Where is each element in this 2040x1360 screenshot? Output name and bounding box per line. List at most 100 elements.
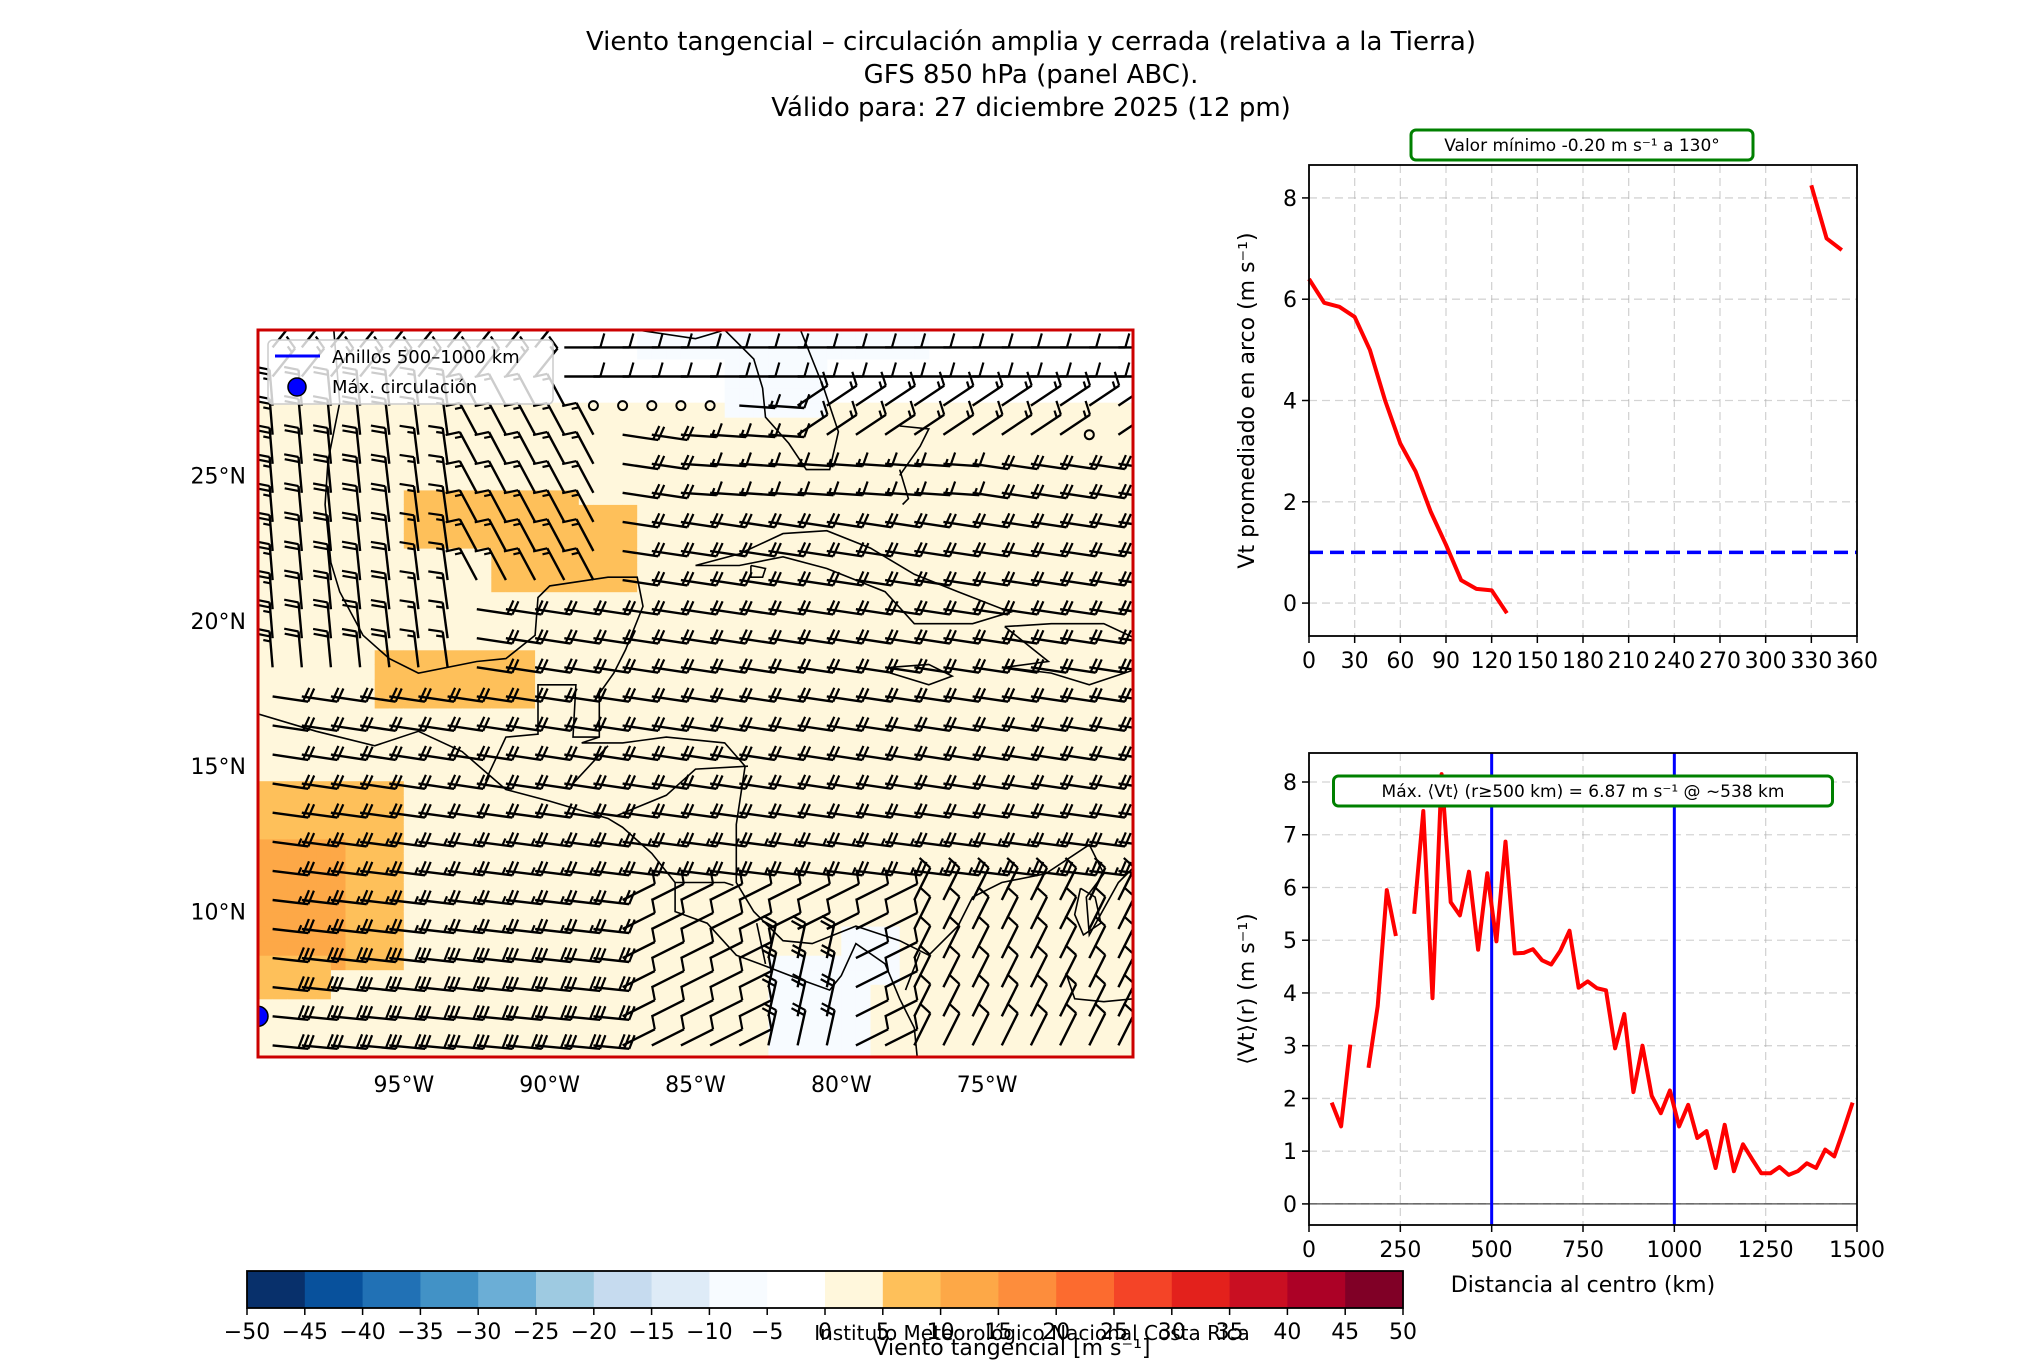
shading-cell (1045, 969, 1061, 985)
shading-cell (666, 795, 682, 811)
barb-staff (622, 882, 656, 902)
barb-staff (505, 898, 542, 906)
wind-barb (447, 803, 491, 819)
barb-half-flag (436, 634, 444, 638)
shading-cell (301, 548, 317, 564)
shading-cell (1016, 446, 1032, 462)
barb-flag (443, 1033, 451, 1049)
barb-flag (1031, 831, 1040, 847)
wind-barb (359, 716, 403, 732)
shading-cell (505, 795, 521, 811)
wind-barb (680, 745, 724, 762)
barb-staff (1059, 724, 1096, 732)
barb-flag (744, 688, 753, 703)
shading-cell (535, 766, 551, 782)
shading-cell (783, 402, 799, 418)
shading-cell (433, 475, 449, 491)
barb-flag (739, 831, 748, 847)
shading-cell (797, 475, 813, 491)
barb-staff (709, 637, 746, 645)
shading-cell (360, 431, 376, 447)
barb-half-flag (326, 924, 332, 933)
shading-cell (535, 431, 551, 447)
shading-cell (593, 649, 609, 665)
wind-barb (564, 774, 607, 790)
shading-cell (578, 635, 594, 651)
shading-cell (724, 766, 740, 782)
shading-cell (608, 766, 624, 782)
shading-cell (272, 795, 288, 811)
shading-cell (418, 766, 434, 782)
wind-barb (797, 600, 841, 616)
barb-staff (1000, 954, 1019, 988)
shading-cell (549, 766, 565, 782)
barb-flag (1154, 804, 1160, 817)
shading-cell (360, 402, 376, 418)
shading-cell (476, 824, 492, 840)
barb-staff (767, 1009, 778, 1046)
barb-flag (1093, 944, 1107, 956)
barb-staff (1059, 753, 1096, 762)
shading-cell (753, 751, 769, 767)
barb-flag (506, 600, 515, 615)
wind-barb (1059, 803, 1103, 819)
shading-cell (928, 751, 944, 767)
shading-cell (695, 489, 711, 505)
shading-cell (476, 489, 492, 505)
shading-cell (1060, 766, 1076, 782)
shading-cell (330, 824, 346, 840)
shading-cell (316, 1027, 332, 1043)
shading-cell (258, 838, 274, 854)
shading-cell (987, 897, 1003, 913)
barb-flag (767, 1014, 773, 1030)
barb-flag (474, 547, 490, 553)
barb-flag (384, 975, 393, 991)
barb-staff (359, 724, 396, 732)
barb-flag (302, 803, 311, 818)
barb-half-flag (1114, 866, 1119, 875)
shading-cell (783, 475, 799, 491)
barb-flag (978, 832, 986, 847)
wind-barb (1030, 629, 1074, 645)
barb-flag (973, 860, 981, 876)
shading-cell (433, 417, 449, 433)
shading-cell (666, 417, 682, 433)
barb-flag (856, 658, 865, 673)
wind-barb (651, 745, 695, 762)
shading-cell (578, 795, 594, 811)
wind-barb (739, 629, 782, 645)
barb-flag (715, 861, 724, 876)
wind-barb (680, 956, 715, 989)
barb-flag (1149, 804, 1155, 817)
shading-cell (608, 969, 624, 985)
shading-cell (505, 460, 521, 476)
barb-staff (330, 927, 367, 935)
barb-half-flag (542, 551, 550, 556)
shading-cell (433, 664, 449, 680)
barb-flag (884, 927, 890, 943)
wind-barb (913, 915, 932, 959)
shading-cell (885, 620, 901, 636)
shading-cell (418, 795, 434, 811)
wind-barb (1089, 803, 1132, 819)
wind-barb (272, 745, 316, 762)
wind-barb (476, 687, 520, 703)
wind-barb (564, 831, 607, 848)
shading-cell (505, 417, 521, 433)
wind-barb (1118, 782, 1133, 787)
shading-cell (1045, 577, 1061, 593)
wind-barb (1089, 716, 1132, 732)
shading-cell (316, 679, 332, 694)
shading-cell (447, 562, 463, 578)
barb-flag (913, 1014, 919, 1030)
barb-flag (623, 774, 632, 789)
wind-barb (971, 886, 990, 930)
shading-cell (972, 533, 988, 549)
wind-barb (971, 944, 990, 988)
barb-half-flag (263, 580, 271, 585)
barb-staff (1088, 1012, 1107, 1046)
barb-staff (651, 753, 688, 762)
barb-staff (330, 1044, 367, 1050)
barb-staff (680, 1028, 714, 1047)
shading-cell (476, 504, 492, 520)
